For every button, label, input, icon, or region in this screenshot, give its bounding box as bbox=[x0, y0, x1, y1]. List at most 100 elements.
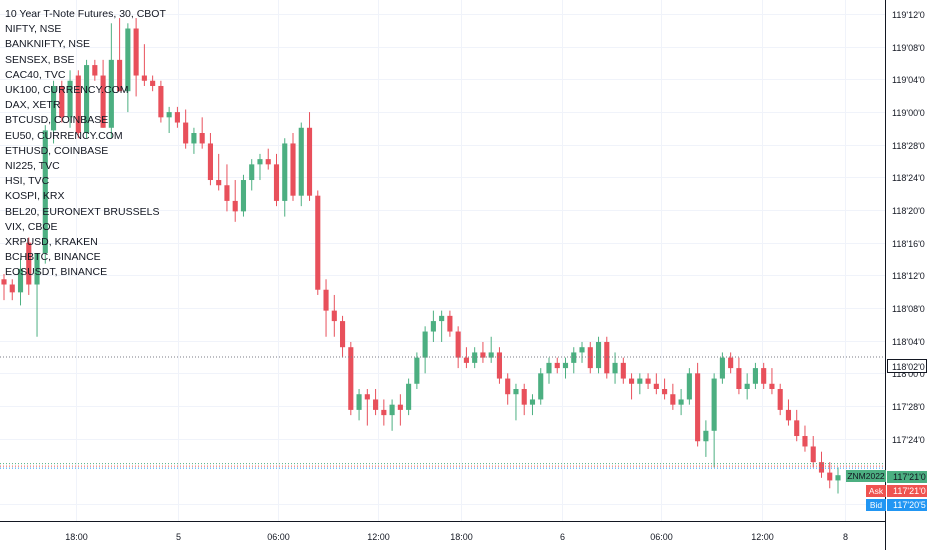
candle-up bbox=[67, 80, 73, 118]
bid-price-label: 117'20'5 bbox=[887, 499, 927, 511]
bid-label: Bid bbox=[866, 499, 886, 511]
candle-up bbox=[562, 362, 569, 369]
candle-down bbox=[480, 352, 486, 358]
y-tick-label: 119'00'0 bbox=[892, 108, 925, 118]
candle-down bbox=[59, 85, 65, 118]
legend-symbol[interactable]: SENSEX, BSE bbox=[5, 53, 75, 66]
legend-symbol[interactable]: CAC40, TVC bbox=[5, 68, 66, 81]
legend-symbol[interactable]: ETHUSD, COINBASE bbox=[5, 144, 109, 157]
candle-up bbox=[34, 253, 40, 285]
y-tick-label: 118'28'0 bbox=[892, 141, 925, 151]
candle-down bbox=[604, 341, 610, 374]
y-tick-label: 118'20'0 bbox=[892, 206, 925, 216]
y-tick-label: 119'12'0 bbox=[892, 10, 925, 20]
candle-down bbox=[141, 75, 147, 81]
candle-down bbox=[92, 65, 98, 76]
candle-up bbox=[166, 112, 172, 118]
candle-down bbox=[174, 112, 180, 123]
candle-down bbox=[273, 164, 280, 201]
legend-symbol[interactable]: BCHBTC, BINANCE bbox=[5, 251, 101, 264]
candle-down bbox=[348, 347, 354, 410]
y-tick-label: 118'24'0 bbox=[892, 173, 925, 183]
chart-title: 10 Year T-Note Futures, 30, CBOT bbox=[5, 8, 166, 20]
legend-symbol[interactable]: BEL20, EURONEXT BRUSSELS bbox=[5, 205, 160, 218]
candle-up bbox=[711, 378, 717, 431]
candle-down bbox=[818, 462, 825, 473]
candle-down bbox=[653, 383, 659, 389]
candle-up bbox=[719, 357, 725, 379]
candle-down bbox=[232, 200, 238, 212]
y-tick-label: 117'24'0 bbox=[892, 435, 925, 445]
candle-down bbox=[207, 143, 213, 181]
y-tick-label: 119'04'0 bbox=[892, 75, 925, 85]
legend-symbol[interactable]: HSI, TVC bbox=[5, 175, 50, 188]
candle-down bbox=[26, 242, 32, 285]
candle-down bbox=[587, 347, 593, 369]
candle-down bbox=[199, 133, 205, 144]
legend-symbol[interactable]: DAX, XETR bbox=[5, 99, 61, 112]
x-tick-label: 12:00 bbox=[751, 532, 774, 542]
legend-symbol[interactable]: KOSPI, KRX bbox=[5, 190, 65, 203]
candle-down bbox=[736, 368, 742, 389]
candle-up bbox=[686, 373, 692, 400]
candle-down bbox=[554, 362, 560, 369]
candle-down bbox=[331, 310, 337, 322]
candle-up bbox=[752, 368, 758, 384]
candle-down bbox=[695, 373, 701, 442]
legend-symbol[interactable]: UK100, CURRENCY.COM bbox=[5, 84, 129, 97]
y-tick-label: 118'08'0 bbox=[892, 304, 925, 314]
legend-symbol[interactable]: BANKNIFTY, NSE bbox=[5, 38, 90, 51]
candle-down bbox=[117, 59, 123, 92]
candle-up bbox=[84, 65, 90, 133]
candle-up bbox=[17, 268, 24, 293]
candle-down bbox=[397, 404, 403, 410]
legend-symbol[interactable]: NI225, TVC bbox=[5, 160, 60, 173]
legend-symbol[interactable]: XRPUSD, KRAKEN bbox=[5, 236, 98, 249]
candle-down bbox=[620, 362, 626, 379]
y-tick-label: 118'00'0 bbox=[892, 369, 925, 379]
candle-up bbox=[125, 28, 131, 92]
candle-down bbox=[645, 378, 651, 384]
legend-symbol[interactable]: EU50, CURRENCY.COM bbox=[5, 129, 123, 142]
candle-down bbox=[315, 195, 321, 290]
candle-down bbox=[306, 127, 313, 196]
legend-symbol[interactable]: BTCUSD, COINBASE bbox=[5, 114, 109, 127]
candle-up bbox=[414, 357, 420, 384]
candle-down bbox=[802, 436, 808, 447]
candle-down bbox=[1, 279, 7, 285]
candle-up bbox=[108, 59, 114, 128]
x-tick-label: 8 bbox=[843, 532, 848, 542]
legend-symbol[interactable]: EOSUSDT, BINANCE bbox=[5, 266, 108, 279]
candle-down bbox=[769, 383, 775, 389]
candle-down bbox=[158, 85, 164, 118]
x-tick-label: 18:00 bbox=[65, 532, 88, 542]
candle-up bbox=[422, 331, 428, 358]
candle-down bbox=[629, 378, 635, 384]
candle-down bbox=[183, 122, 189, 144]
candle-down bbox=[381, 409, 387, 416]
candle-down bbox=[75, 75, 81, 133]
candle-down bbox=[216, 180, 222, 186]
x-tick-label: 06:00 bbox=[650, 532, 673, 542]
candle-down bbox=[662, 389, 668, 395]
candle-down bbox=[496, 352, 503, 379]
candle-down bbox=[810, 446, 816, 463]
candle-down bbox=[728, 357, 734, 369]
candle-down bbox=[794, 420, 800, 437]
candle-up bbox=[42, 130, 48, 254]
legend-symbol[interactable]: NIFTY, NSE bbox=[5, 23, 62, 36]
candle-down bbox=[150, 80, 156, 86]
candle-up bbox=[513, 389, 519, 395]
candle-down bbox=[373, 399, 379, 410]
last-price-label: 117'21'0 bbox=[887, 471, 927, 483]
candle-up bbox=[406, 383, 412, 410]
symbol-tag: ZNM2022 bbox=[846, 470, 886, 482]
legend-symbol[interactable]: VIX, CBOE bbox=[5, 220, 58, 233]
ask-price-label: 117'21'0 bbox=[887, 485, 927, 497]
candle-up bbox=[439, 315, 445, 322]
x-tick-label: 18:00 bbox=[450, 532, 473, 542]
candle-down bbox=[463, 357, 469, 363]
y-tick-label: 119'08'0 bbox=[892, 43, 925, 53]
